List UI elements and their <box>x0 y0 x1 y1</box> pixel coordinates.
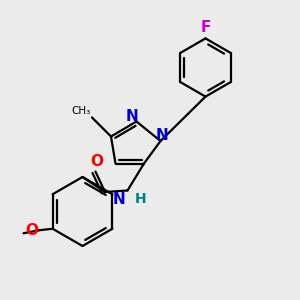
Text: CH₃: CH₃ <box>71 106 90 116</box>
Text: F: F <box>200 20 211 35</box>
Text: N: N <box>156 128 168 143</box>
Text: O: O <box>25 223 38 238</box>
Text: N: N <box>126 109 138 124</box>
Text: O: O <box>91 154 103 169</box>
Text: N: N <box>112 192 125 207</box>
Text: H: H <box>135 192 147 206</box>
